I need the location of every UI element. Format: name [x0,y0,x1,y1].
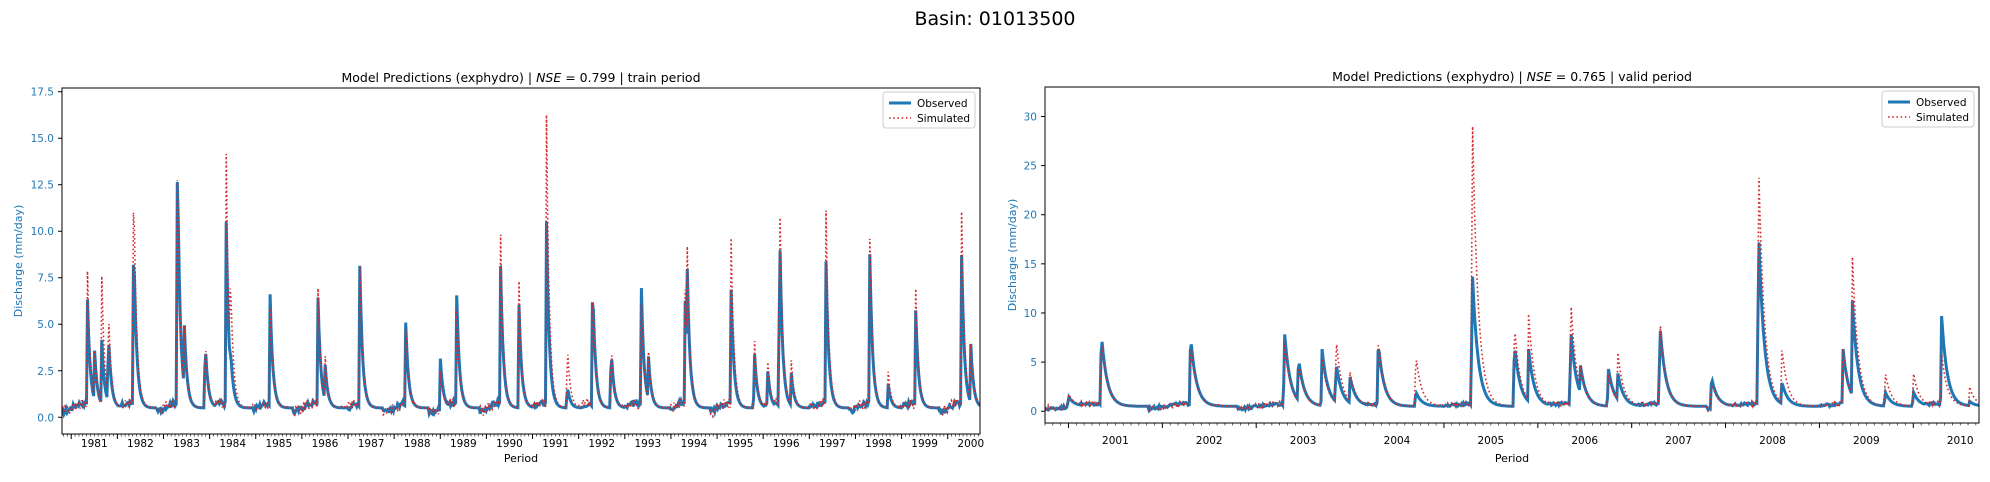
x-tick-label: 1990 [496,438,523,450]
chart-title-prefix: Model Predictions (exphydro) | [1332,69,1527,84]
x-tick-label: 2000 [957,438,984,450]
x-tick-label: 2002 [1196,435,1223,447]
x-tick-label: 1984 [219,438,246,450]
x-tick-label: 1983 [173,438,200,450]
chart-title: Model Predictions (exphydro) | NSE = 0.7… [1332,69,1692,84]
chart-title: Model Predictions (exphydro) | NSE = 0.7… [341,70,700,85]
y-tick-label: 7.5 [37,273,54,285]
x-tick-label: 2006 [1571,435,1598,447]
x-tick-label: 2007 [1665,435,1692,447]
x-tick-label: 1988 [404,438,431,450]
x-tick-label: 1992 [588,438,615,450]
x-axis-label: Period [504,452,538,465]
valid-period-panel: Model Predictions (exphydro) | NSE = 0.7… [1006,69,1980,465]
figure-suptitle: Basin: 01013500 [914,8,1075,30]
plot-frame [61,87,981,435]
legend-label-simulated: Simulated [1916,112,1969,124]
plot-frame [1044,86,1980,424]
y-tick-label: 10.0 [31,226,54,238]
chart-title-nse-label: NSE [1527,69,1552,84]
y-tick-label: 15 [1024,259,1037,271]
y-tick-label: 25 [1024,161,1037,173]
y-axis-label: Discharge (mm/day) [12,205,25,318]
x-tick-label: 1991 [542,438,569,450]
x-tick-label: 1994 [681,438,708,450]
x-tick-label: 2008 [1759,435,1786,447]
chart-title-nse-value: = 0.765 [1552,69,1606,84]
y-tick-label: 12.5 [31,180,54,192]
x-tick-label: 1986 [312,438,339,450]
series-line-observed [1045,242,1979,414]
y-tick-label: 0.0 [37,412,54,424]
legend-box [882,91,976,129]
chart-title-prefix: Model Predictions (exphydro) | [341,70,536,85]
x-tick-label: 1996 [773,438,800,450]
legend-label-observed: Observed [1916,97,1967,109]
x-tick-label: 1997 [819,438,846,450]
y-tick-label: 30 [1024,111,1037,123]
y-tick-label: 2.5 [37,366,54,378]
x-tick-label: 1993 [634,438,661,450]
series-line-simulated [62,114,980,420]
x-tick-label: 1999 [911,438,938,450]
y-tick-label: 15.0 [31,133,54,145]
y-tick-label: 5 [1030,357,1037,369]
y-tick-label: 20 [1024,210,1037,222]
y-tick-label: 0 [1030,406,1037,418]
x-tick-label: 1995 [727,438,754,450]
x-tick-label: 2004 [1384,435,1411,447]
series-line-simulated [1045,126,1979,413]
x-tick-label: 1989 [450,438,477,450]
x-tick-label: 2010 [1947,435,1974,447]
x-tick-label: 2005 [1478,435,1505,447]
x-tick-label: 2009 [1853,435,1880,447]
y-tick-label: 17.5 [31,87,54,99]
x-tick-label: 2003 [1290,435,1317,447]
legend-box [1881,90,1975,128]
x-tick-label: 1987 [358,438,385,450]
y-axis-label: Discharge (mm/day) [1006,199,1019,312]
legend-label-simulated: Simulated [917,113,970,125]
x-tick-label: 1998 [865,438,892,450]
x-tick-label: 1985 [265,438,292,450]
chart-title-nse-value: = 0.799 [561,70,615,85]
chart-title-suffix: | train period [615,70,700,85]
x-tick-label: 1982 [127,438,154,450]
y-tick-label: 5.0 [37,319,54,331]
train-period-panel: Model Predictions (exphydro) | NSE = 0.7… [12,70,984,465]
x-tick-label: 1981 [81,438,108,450]
legend-label-observed: Observed [917,98,968,110]
series-line-observed [62,181,980,419]
chart-title-suffix: | valid period [1606,69,1692,84]
x-axis-label: Period [1495,452,1529,465]
y-tick-label: 10 [1024,308,1037,320]
x-tick-label: 2001 [1102,435,1129,447]
chart-title-nse-label: NSE [536,70,561,85]
